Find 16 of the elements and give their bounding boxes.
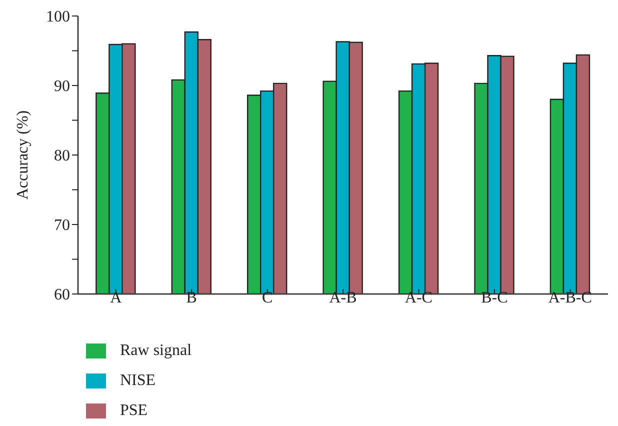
x-tick-label: A-C — [404, 289, 432, 306]
legend-label: PSE — [120, 402, 148, 419]
y-tick-label: 90 — [54, 78, 70, 96]
x-tick-label: A-B — [329, 289, 357, 306]
y-tick-label: 80 — [54, 148, 70, 165]
y-tick-label: 70 — [54, 217, 70, 234]
legend-label: Raw signal — [120, 342, 192, 359]
y-tick-label: 100 — [46, 8, 70, 26]
x-tick-label: B — [186, 289, 197, 306]
x-tick-label: A-B-C — [548, 289, 592, 306]
legend-label: NISE — [120, 372, 156, 389]
y-axis-title: Accuracy (%) — [14, 110, 32, 200]
x-tick-label: B-C — [481, 289, 508, 306]
x-tick-label: C — [262, 289, 273, 306]
y-tick-label: 60 — [54, 286, 70, 304]
x-tick-label: A — [110, 289, 122, 306]
